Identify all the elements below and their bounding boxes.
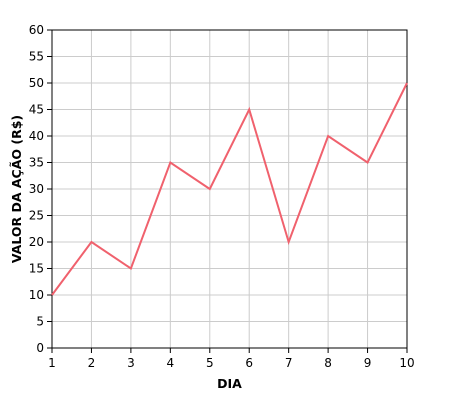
y-tick-label: 15 <box>29 262 44 276</box>
x-tick-label: 8 <box>324 356 332 370</box>
x-tick-label: 6 <box>245 356 253 370</box>
grid <box>51 29 408 349</box>
y-tick-label: 55 <box>29 50 44 64</box>
y-tick-label: 45 <box>29 103 44 117</box>
y-tick-label: 20 <box>29 235 44 249</box>
y-tick-label: 35 <box>29 156 44 170</box>
y-tick-label: 5 <box>36 315 44 329</box>
series-layer <box>51 82 408 296</box>
y-tick-label: 25 <box>29 209 44 223</box>
x-axis-title: DIA <box>217 376 242 391</box>
x-tick-label: 3 <box>127 356 135 370</box>
x-tick-label: 2 <box>88 356 96 370</box>
x-tick-label: 4 <box>167 356 175 370</box>
y-tick-label: 10 <box>29 288 44 302</box>
y-tick-label: 30 <box>29 182 44 196</box>
y-tick-label: 60 <box>29 23 44 37</box>
x-tick-label: 10 <box>399 356 414 370</box>
series-line <box>51 82 408 296</box>
x-tick-label: 9 <box>364 356 372 370</box>
x-tick-label: 5 <box>206 356 214 370</box>
y-tick-label: 50 <box>29 76 44 90</box>
x-tick-label: 1 <box>48 356 56 370</box>
y-tick-label: 0 <box>36 341 44 355</box>
y-axis-title: VALOR DA AÇÃO (R$) <box>9 115 24 263</box>
x-tick-label: 7 <box>285 356 293 370</box>
y-tick-label: 40 <box>29 129 44 143</box>
